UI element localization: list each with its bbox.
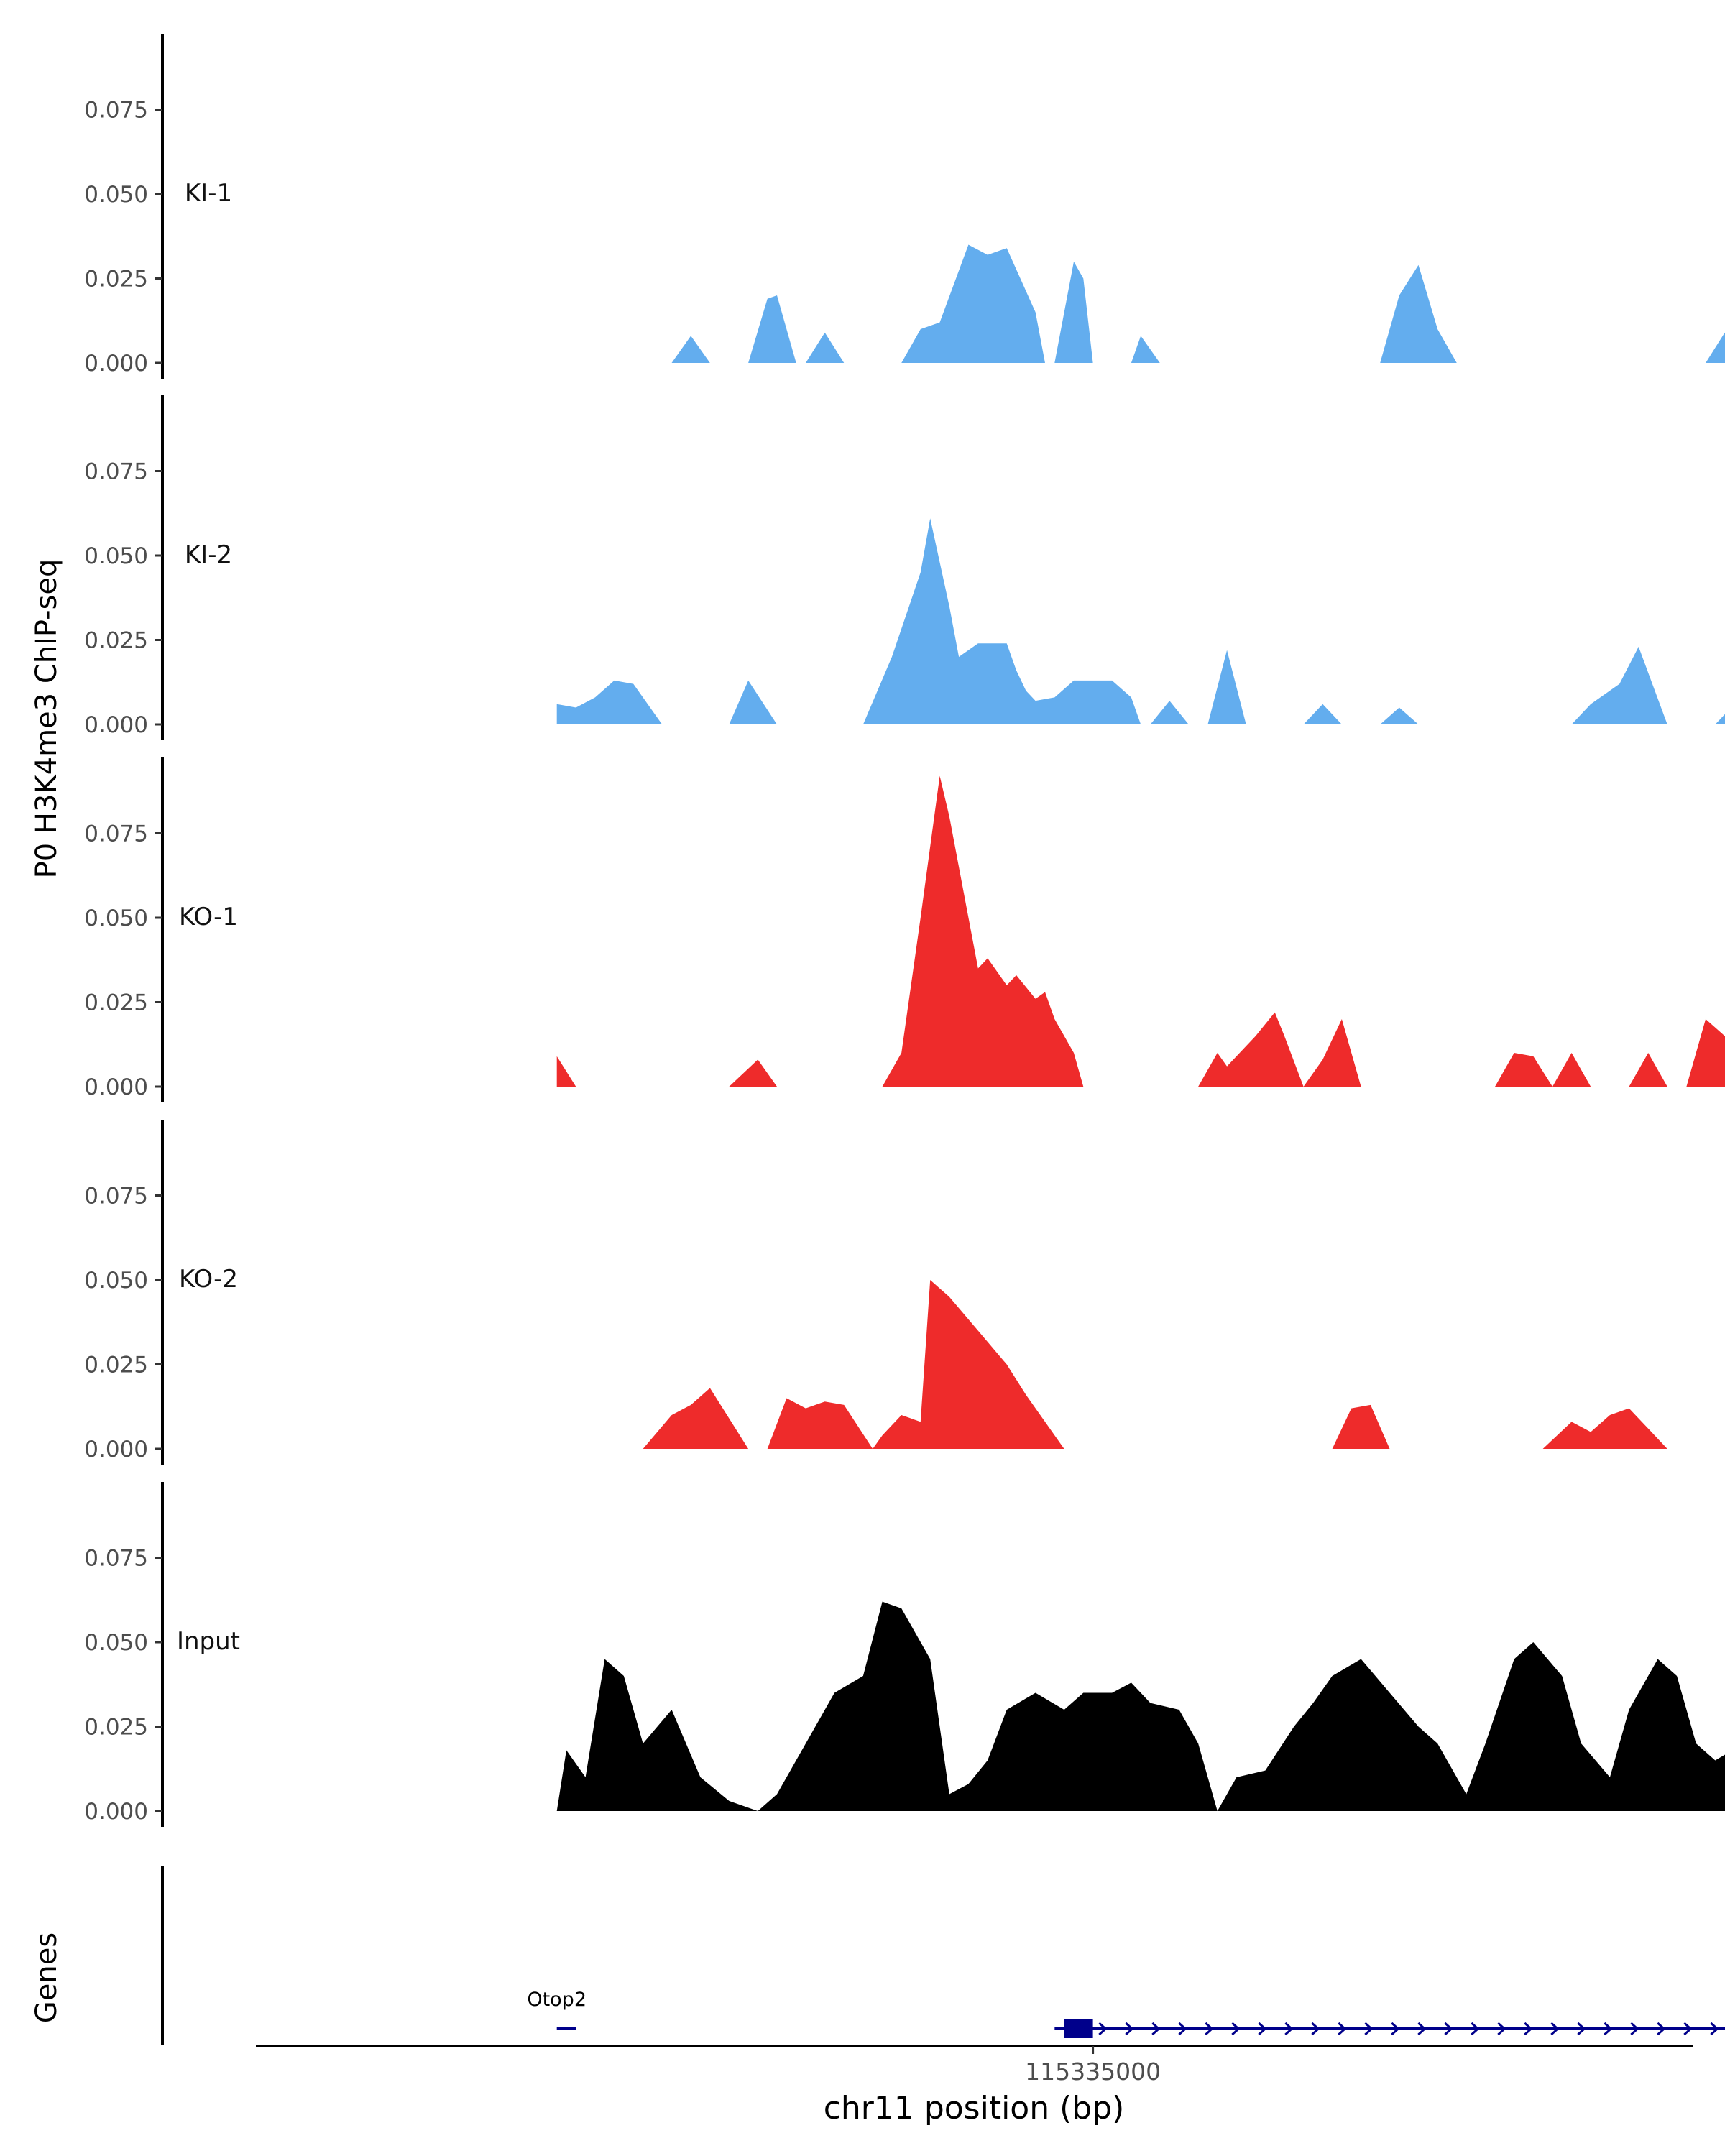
- strand-arrow: [1391, 2022, 1400, 2036]
- y-tick-label: 0.000: [84, 1074, 148, 1100]
- strand-arrow: [1471, 2022, 1480, 2036]
- strand-arrow: [1524, 2022, 1533, 2036]
- y-axis-title: P0 H3K4me3 ChIP-seq: [30, 559, 63, 879]
- y-tick-label: 0.000: [84, 1437, 148, 1462]
- signal-panels: 0.0000.0250.0500.075KI-10.0000.0250.0500…: [84, 34, 1725, 1827]
- gene-track-label: Genes: [30, 1932, 63, 2023]
- y-tick-label: 0.050: [84, 182, 148, 208]
- strand-arrow: [1151, 2022, 1161, 2036]
- panel-ko-1: 0.000 0.025 0.050 0.075 KO-1: [84, 757, 1725, 1102]
- y-tick-label: 0.075: [84, 821, 148, 847]
- strand-arrow: [1284, 2022, 1294, 2036]
- gene-exon: [1064, 2019, 1093, 2038]
- strand-arrow: [1604, 2022, 1613, 2036]
- y-tick-label: 0.075: [84, 98, 148, 124]
- y-tick-label: 0.075: [84, 459, 148, 485]
- strand-arrow: [1550, 2022, 1560, 2036]
- series-label: KO-2: [179, 1265, 238, 1294]
- strand-arrow: [1710, 2022, 1719, 2036]
- strand-arrow: [1205, 2022, 1214, 2036]
- strand-arrow: [1125, 2022, 1134, 2036]
- y-tick-label: 0.050: [84, 1630, 148, 1656]
- strand-arrow: [1258, 2022, 1267, 2036]
- panel-input: 0.000 0.025 0.050 0.075 Input: [84, 1482, 1725, 1827]
- strand-arrow: [1338, 2022, 1347, 2036]
- signal-area: [671, 244, 1725, 363]
- gene-track: Otop2Otop3Hid1: [161, 1866, 1725, 2045]
- strand-arrow: [1311, 2022, 1320, 2036]
- panel-ki-2: 0.000 0.025 0.050 0.075 KI-2: [84, 395, 1725, 740]
- signal-area: [556, 518, 1725, 724]
- x-axis: 115335000115340000115345000115350000: [256, 2045, 1693, 2086]
- y-tick-label: 0.050: [84, 543, 148, 569]
- y-tick-label: 0.075: [84, 1546, 148, 1572]
- y-tick-label: 0.000: [84, 351, 148, 377]
- x-axis-title: chr11 position (bp): [824, 2090, 1125, 2127]
- signal-area: [643, 1280, 1725, 1449]
- strand-arrow: [1364, 2022, 1374, 2036]
- series-label: Input: [177, 1627, 240, 1656]
- series-label: KI-2: [185, 540, 232, 569]
- y-tick-label: 0.025: [84, 990, 148, 1016]
- y-tick-label: 0.050: [84, 1268, 148, 1294]
- panel-ko-2: 0.000 0.025 0.050 0.075 KO-2: [84, 1120, 1725, 1465]
- strand-arrow: [1417, 2022, 1427, 2036]
- strand-arrow: [1497, 2022, 1506, 2036]
- y-tick-label: 0.025: [84, 1715, 148, 1741]
- strand-arrow: [1577, 2022, 1586, 2036]
- strand-arrow: [1231, 2022, 1241, 2036]
- strand-arrow: [1630, 2022, 1639, 2036]
- series-label: KI-1: [185, 179, 232, 208]
- signal-area: [556, 1601, 1725, 1811]
- y-tick-label: 0.000: [84, 712, 148, 738]
- strand-arrow: [1657, 2022, 1666, 2036]
- y-tick-label: 0.025: [84, 628, 148, 654]
- y-tick-label: 0.050: [84, 906, 148, 931]
- y-tick-label: 0.075: [84, 1184, 148, 1210]
- gene-otop2: Otop2: [527, 1989, 586, 2030]
- strand-arrow: [1444, 2022, 1453, 2036]
- x-tick-label: 115335000: [1025, 2058, 1161, 2086]
- gene-label: Otop2: [527, 1989, 586, 2011]
- series-label: KO-1: [179, 903, 238, 931]
- y-tick-label: 0.025: [84, 1353, 148, 1378]
- strand-arrow: [1098, 2022, 1108, 2036]
- gene-otop3: Otop3: [1054, 2019, 1725, 2038]
- y-tick-label: 0.000: [84, 1799, 148, 1825]
- y-tick-label: 0.025: [84, 267, 148, 292]
- panel-ki-1: 0.000 0.025 0.050 0.075 KI-1: [84, 34, 1725, 379]
- strand-arrow: [1683, 2022, 1693, 2036]
- strand-arrow: [1178, 2022, 1187, 2036]
